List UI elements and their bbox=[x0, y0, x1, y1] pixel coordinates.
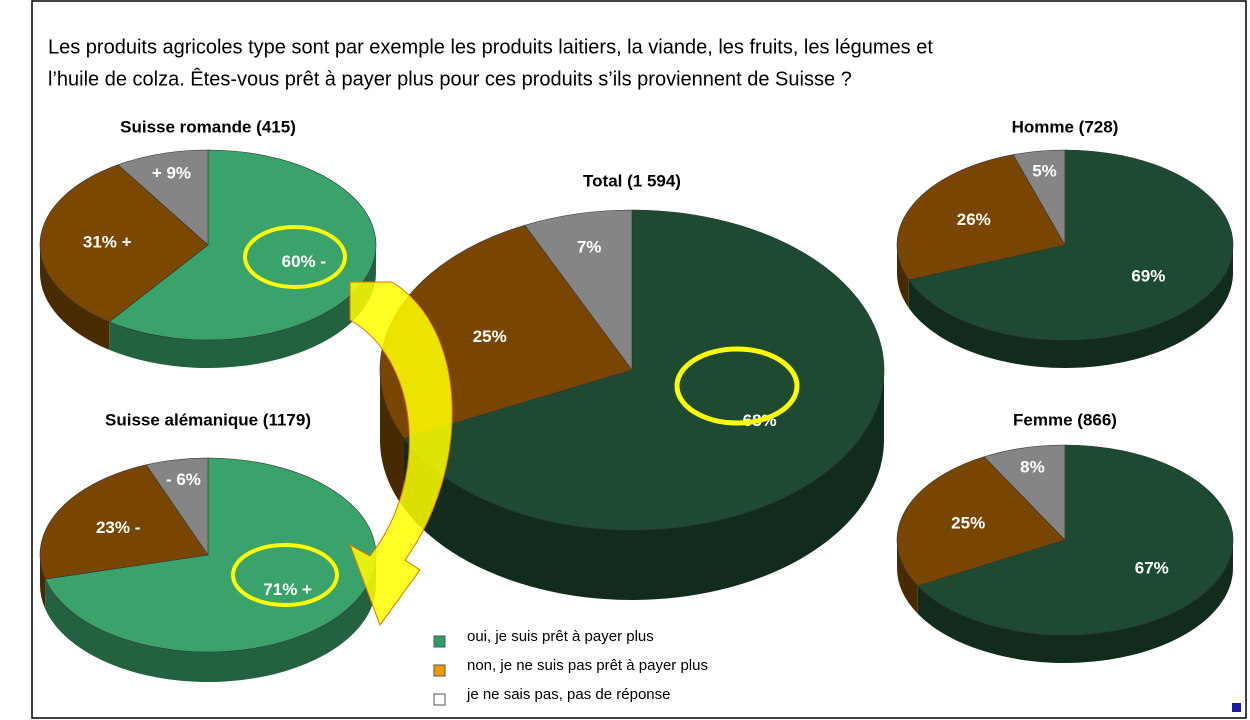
value-label: 23% - bbox=[96, 518, 140, 537]
pie-title: Femme (866) bbox=[1013, 410, 1117, 429]
question-line: Les produits agricoles type sont par exe… bbox=[48, 36, 933, 58]
value-label: 60% - bbox=[282, 252, 326, 271]
value-label: - 6% bbox=[166, 470, 201, 489]
value-label: 71% + bbox=[263, 580, 312, 599]
pie-slice bbox=[917, 444, 1234, 636]
pie-slice bbox=[39, 164, 209, 323]
pie-title: Homme (728) bbox=[1012, 117, 1119, 136]
pie-side bbox=[917, 540, 1234, 664]
value-label: 31% + bbox=[83, 233, 132, 252]
pie-side bbox=[39, 245, 110, 350]
value-label: 8% bbox=[1020, 458, 1045, 477]
pie-side bbox=[908, 245, 1233, 369]
pie-slice bbox=[145, 457, 209, 556]
decorations bbox=[231, 225, 1241, 712]
highlight-circle bbox=[243, 225, 347, 289]
highlight-circle bbox=[674, 346, 800, 426]
value-label: 67% bbox=[1135, 558, 1169, 577]
legend-label: je ne sais pas, pas de réponse bbox=[466, 686, 670, 703]
legend-swatch bbox=[433, 664, 446, 677]
value-label: 25% bbox=[951, 514, 985, 533]
value-label: + 9% bbox=[152, 163, 191, 182]
pie-slice bbox=[908, 149, 1234, 341]
question-line: l’huile de colza. Êtes-vous prêt à payer… bbox=[48, 67, 852, 90]
pie-title: Suisse romande (415) bbox=[120, 117, 296, 136]
legend-label: non, je ne suis pas prêt à payer plus bbox=[467, 657, 708, 674]
pie-side bbox=[109, 245, 376, 369]
pie-slice bbox=[39, 464, 209, 580]
pie-slice bbox=[1012, 149, 1066, 247]
pie-title: Total (1 594) bbox=[583, 171, 681, 190]
pie-slice bbox=[896, 456, 1066, 587]
pie-side bbox=[380, 370, 404, 509]
pie-slice bbox=[896, 154, 1066, 281]
highlight-circle bbox=[231, 543, 339, 607]
marker bbox=[1232, 703, 1241, 712]
pie-side bbox=[403, 370, 884, 601]
arrow bbox=[349, 281, 453, 627]
pie-slice bbox=[403, 209, 885, 531]
pie-title: Suisse alémanique (1179) bbox=[105, 410, 311, 429]
pie-side bbox=[45, 555, 377, 682]
value-label: 25% bbox=[473, 327, 507, 346]
value-label: 7% bbox=[577, 238, 602, 257]
legend: oui, je suis prêt à payer plus non, je ne… bbox=[433, 628, 708, 706]
value-label: 69% bbox=[1131, 267, 1165, 286]
legend-label: oui, je suis prêt à payer plus bbox=[467, 628, 654, 645]
legend-swatch bbox=[433, 693, 446, 706]
pie-slice bbox=[524, 209, 633, 371]
pie-slice bbox=[117, 149, 209, 246]
pie-slice bbox=[983, 444, 1066, 541]
value-label: 26% bbox=[957, 210, 991, 229]
pie-slice bbox=[108, 149, 377, 341]
pie-side bbox=[897, 540, 918, 614]
legend-swatch bbox=[433, 635, 446, 648]
pie-side bbox=[897, 245, 909, 308]
value-label: 5% bbox=[1032, 161, 1057, 180]
